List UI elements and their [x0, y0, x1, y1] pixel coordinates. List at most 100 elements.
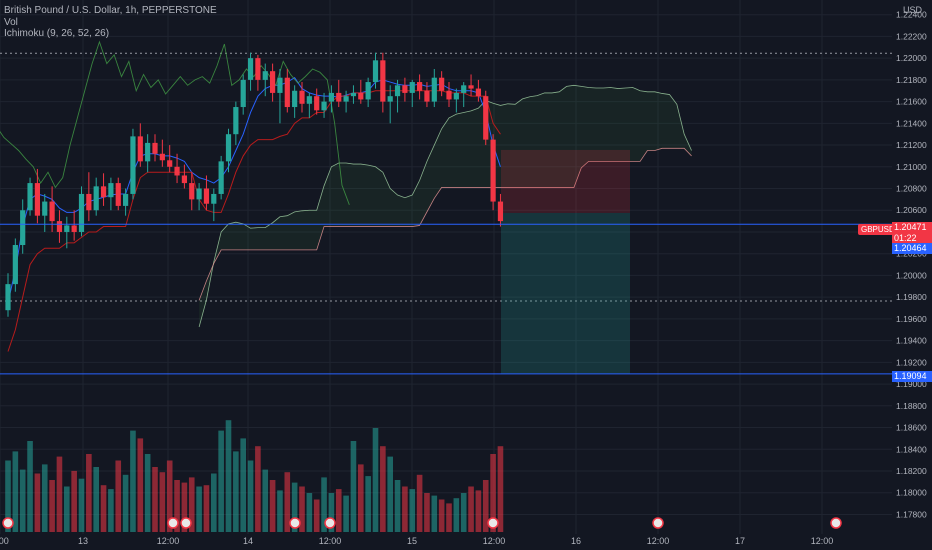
volume-bar	[122, 474, 129, 532]
volume-bar	[402, 486, 408, 532]
legend-ichimoku[interactable]: Ichimoku (9, 26, 52, 26)	[4, 28, 110, 39]
candle-body	[365, 82, 371, 100]
candle-body	[64, 225, 70, 232]
volume-bar	[86, 454, 92, 532]
y-tick-label: 1.20800	[896, 184, 927, 194]
volume-bar	[166, 460, 173, 532]
ichimoku-cloud	[198, 84, 692, 328]
candle-body	[394, 85, 401, 97]
candle-body	[27, 183, 33, 211]
volume-bar	[306, 493, 313, 532]
y-tick-label: 1.22400	[896, 10, 927, 20]
volume-bar	[12, 451, 19, 532]
volume-bar	[93, 467, 99, 532]
candle-body	[20, 210, 26, 246]
volume-bar	[313, 499, 320, 532]
volume-bar	[49, 480, 55, 532]
volume-bar	[343, 495, 349, 532]
countdown: 01:22	[894, 233, 917, 243]
candle-body	[402, 85, 408, 93]
candle-body	[262, 71, 268, 80]
candle-body	[86, 193, 92, 211]
candle-body	[42, 201, 48, 216]
candle-body	[497, 201, 504, 222]
volume-bar	[196, 486, 202, 532]
candle-body	[439, 77, 445, 91]
candle-body	[145, 142, 151, 162]
bid-price-badge: 1.20464	[892, 243, 932, 254]
y-tick-label: 1.19200	[896, 357, 927, 367]
grid	[0, 0, 892, 534]
event-marker-icon	[487, 517, 499, 529]
candle-body	[336, 92, 342, 102]
volume-bar	[108, 489, 114, 532]
legend-title[interactable]: British Pound / U.S. Dollar, 1h, PEPPERS…	[4, 5, 217, 16]
volume-bar	[137, 438, 144, 532]
candle-body	[270, 71, 276, 93]
legend-vol[interactable]: Vol	[4, 16, 18, 28]
chart-legend: British Pound / U.S. Dollar, 1h, PEPPERS…	[4, 5, 217, 40]
y-tick-label: 1.19800	[896, 292, 927, 302]
candle-body	[380, 60, 386, 102]
currency-label[interactable]: USD	[902, 5, 922, 15]
candle-body	[284, 77, 290, 108]
x-tick-label: 12:00	[483, 536, 506, 546]
y-tick-label: 1.21600	[896, 97, 927, 107]
volume-bar	[446, 503, 452, 532]
volume-bar	[34, 473, 41, 532]
volume-bar	[335, 489, 342, 532]
candle-body	[115, 183, 121, 206]
y-tick-label: 1.19000	[896, 379, 927, 389]
volume-bar	[394, 480, 401, 532]
candle-body	[189, 183, 195, 200]
volume-bar	[181, 482, 188, 532]
candle-body	[93, 186, 99, 211]
x-tick-label: 12:00	[647, 536, 670, 546]
volume-bar	[291, 482, 298, 532]
volume-bar	[71, 470, 77, 532]
volume-bar	[490, 454, 496, 532]
volume-bar	[247, 460, 254, 532]
volume-bar	[5, 460, 11, 532]
candle-body	[277, 77, 283, 93]
volume-bar	[211, 473, 217, 532]
candle-body	[343, 96, 349, 102]
candle-body	[299, 90, 305, 104]
time-axis: 2:00 13 12:00 14 12:00 15 12:00 16 12:00 17 12:00	[0, 536, 833, 546]
candle-body	[100, 186, 107, 198]
event-markers	[2, 517, 842, 529]
y-tick-label: 1.18800	[896, 401, 927, 411]
volume-bar	[225, 420, 232, 532]
candle-body	[350, 92, 357, 97]
candle-body	[225, 134, 232, 162]
candle-body	[292, 90, 298, 108]
level-price-badge: 1.19094	[892, 371, 932, 382]
volume-bar	[100, 485, 107, 532]
volume-bar	[255, 446, 261, 532]
candle-body	[12, 245, 18, 285]
volume-bar	[27, 441, 33, 532]
candle-body	[255, 58, 261, 80]
candle-body	[5, 284, 11, 311]
volume-bar	[460, 493, 467, 532]
volume-bar	[475, 490, 482, 532]
volume-bar	[453, 498, 460, 532]
symbol-badge: GBPUSD	[858, 224, 898, 235]
x-tick-label: 17	[735, 536, 745, 546]
volume-bar	[468, 486, 474, 532]
volume-bar	[387, 456, 393, 532]
candle-body	[34, 183, 40, 216]
volume-bar	[277, 490, 283, 532]
volume-bar	[41, 464, 48, 532]
volume-bar	[152, 467, 158, 532]
volume-bar	[409, 489, 416, 532]
candle-body	[240, 79, 246, 108]
y-tick-label: 1.19400	[896, 336, 927, 346]
target-zone	[501, 212, 630, 374]
stop-zone	[501, 149, 630, 213]
event-marker-icon	[167, 517, 179, 529]
y-tick-label: 1.18600	[896, 423, 927, 433]
y-tick-label: 1.17800	[896, 509, 927, 519]
y-tick-label: 1.18200	[896, 466, 927, 476]
